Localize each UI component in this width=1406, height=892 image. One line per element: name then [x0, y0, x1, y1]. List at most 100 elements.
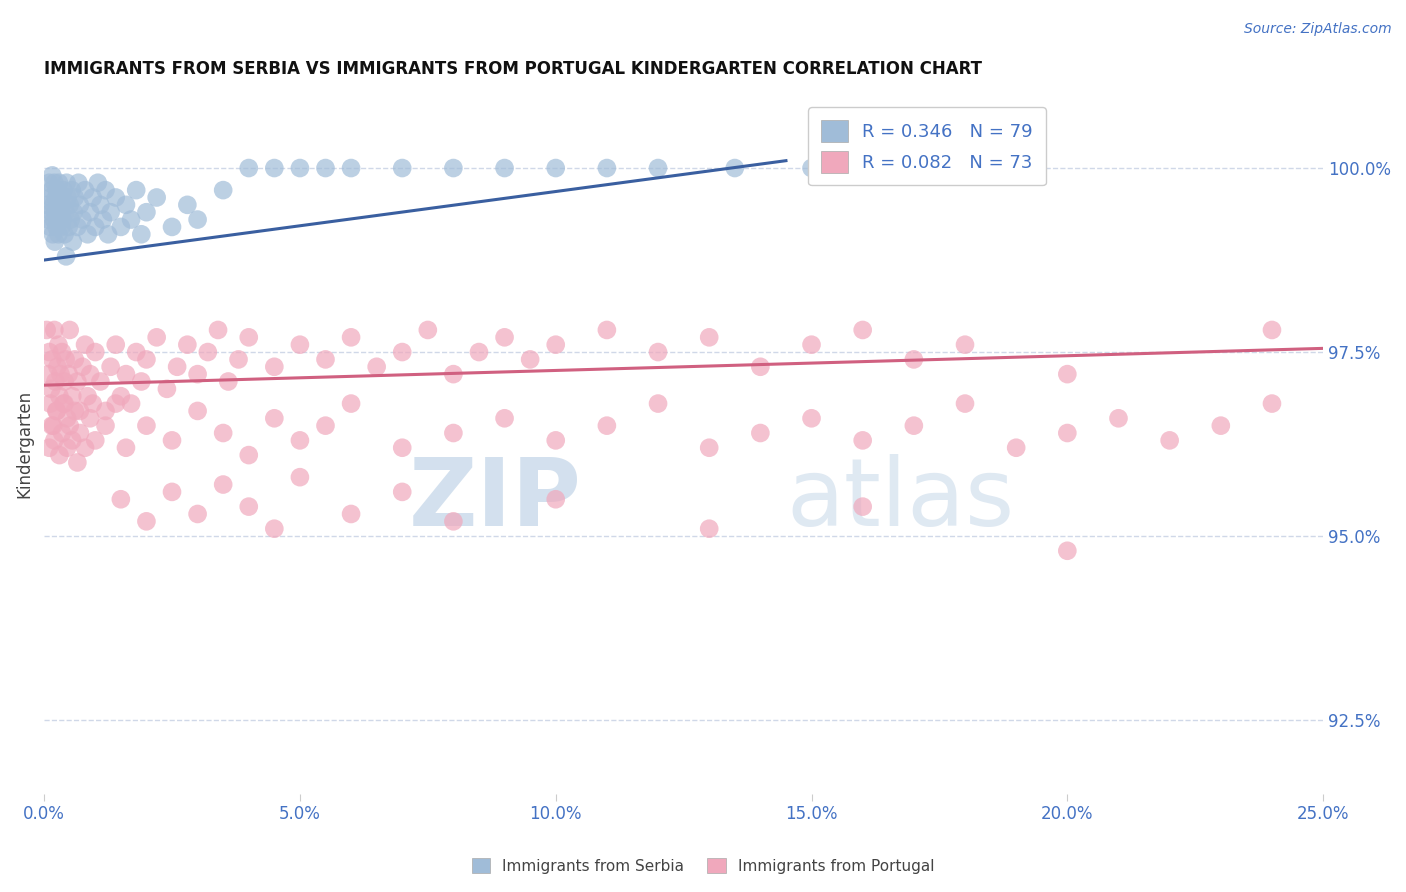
Point [60, 183, 83, 197]
Point [46, 198, 69, 212]
Point [544, 337, 567, 351]
Point [176, 337, 198, 351]
Point [72, 359, 94, 374]
Point [953, 337, 976, 351]
Point [519, 352, 541, 367]
Text: atlas: atlas [786, 454, 1014, 546]
Point [1209, 418, 1232, 433]
Point [441, 161, 464, 175]
Point [197, 345, 219, 359]
Point [647, 161, 669, 175]
Point [596, 418, 619, 433]
Point [51, 425, 73, 440]
Point [238, 330, 260, 344]
Point [46, 212, 69, 227]
Point [63, 404, 86, 418]
Point [494, 330, 516, 344]
Point [697, 441, 720, 455]
Point [76, 389, 98, 403]
Point [288, 337, 311, 351]
Point [49, 367, 72, 381]
Point [42, 212, 65, 227]
Point [187, 507, 209, 521]
Point [212, 425, 235, 440]
Point [48, 205, 70, 219]
Point [494, 161, 516, 175]
Point [110, 389, 132, 403]
Point [749, 425, 772, 440]
Point [263, 411, 285, 425]
Point [852, 500, 875, 514]
Point [79, 367, 101, 381]
Point [115, 367, 138, 381]
Point [749, 359, 772, 374]
Point [66, 375, 89, 389]
Text: Source: ZipAtlas.com: Source: ZipAtlas.com [1244, 22, 1392, 37]
Point [72, 212, 94, 227]
Point [69, 198, 91, 212]
Point [35, 198, 58, 212]
Point [288, 434, 311, 448]
Point [63, 352, 86, 367]
Point [73, 441, 96, 455]
Point [42, 227, 65, 242]
Point [288, 470, 311, 484]
Point [187, 367, 209, 381]
Point [48, 389, 70, 403]
Point [52, 396, 75, 410]
Point [217, 375, 239, 389]
Point [44, 375, 66, 389]
Point [60, 434, 83, 448]
Point [697, 330, 720, 344]
Point [647, 396, 669, 410]
Point [131, 227, 153, 242]
Point [84, 345, 107, 359]
Point [38, 176, 60, 190]
Point [44, 235, 66, 249]
Point [97, 227, 120, 242]
Point [953, 396, 976, 410]
Point [58, 219, 80, 234]
Point [51, 219, 73, 234]
Point [160, 484, 183, 499]
Point [104, 337, 127, 351]
Point [166, 359, 188, 374]
Point [67, 176, 90, 190]
Point [44, 434, 66, 448]
Point [1056, 425, 1078, 440]
Point [55, 176, 77, 190]
Point [125, 183, 148, 197]
Point [131, 375, 153, 389]
Point [45, 404, 67, 418]
Point [315, 161, 337, 175]
Point [37, 367, 59, 381]
Point [903, 352, 925, 367]
Point [38, 441, 60, 455]
Point [41, 169, 63, 183]
Point [94, 404, 117, 418]
Point [1005, 441, 1028, 455]
Point [441, 367, 464, 381]
Point [238, 500, 260, 514]
Point [48, 337, 70, 351]
Point [145, 190, 167, 204]
Point [391, 484, 413, 499]
Point [51, 212, 73, 227]
Point [66, 219, 89, 234]
Point [104, 396, 127, 410]
Point [45, 183, 67, 197]
Point [49, 190, 72, 204]
Point [94, 183, 117, 197]
Point [468, 345, 491, 359]
Point [544, 434, 567, 448]
Point [596, 323, 619, 337]
Point [441, 514, 464, 528]
Point [441, 425, 464, 440]
Point [59, 198, 82, 212]
Point [59, 212, 82, 227]
Point [1056, 367, 1078, 381]
Point [59, 323, 82, 337]
Point [42, 418, 65, 433]
Point [60, 389, 83, 403]
Point [238, 448, 260, 462]
